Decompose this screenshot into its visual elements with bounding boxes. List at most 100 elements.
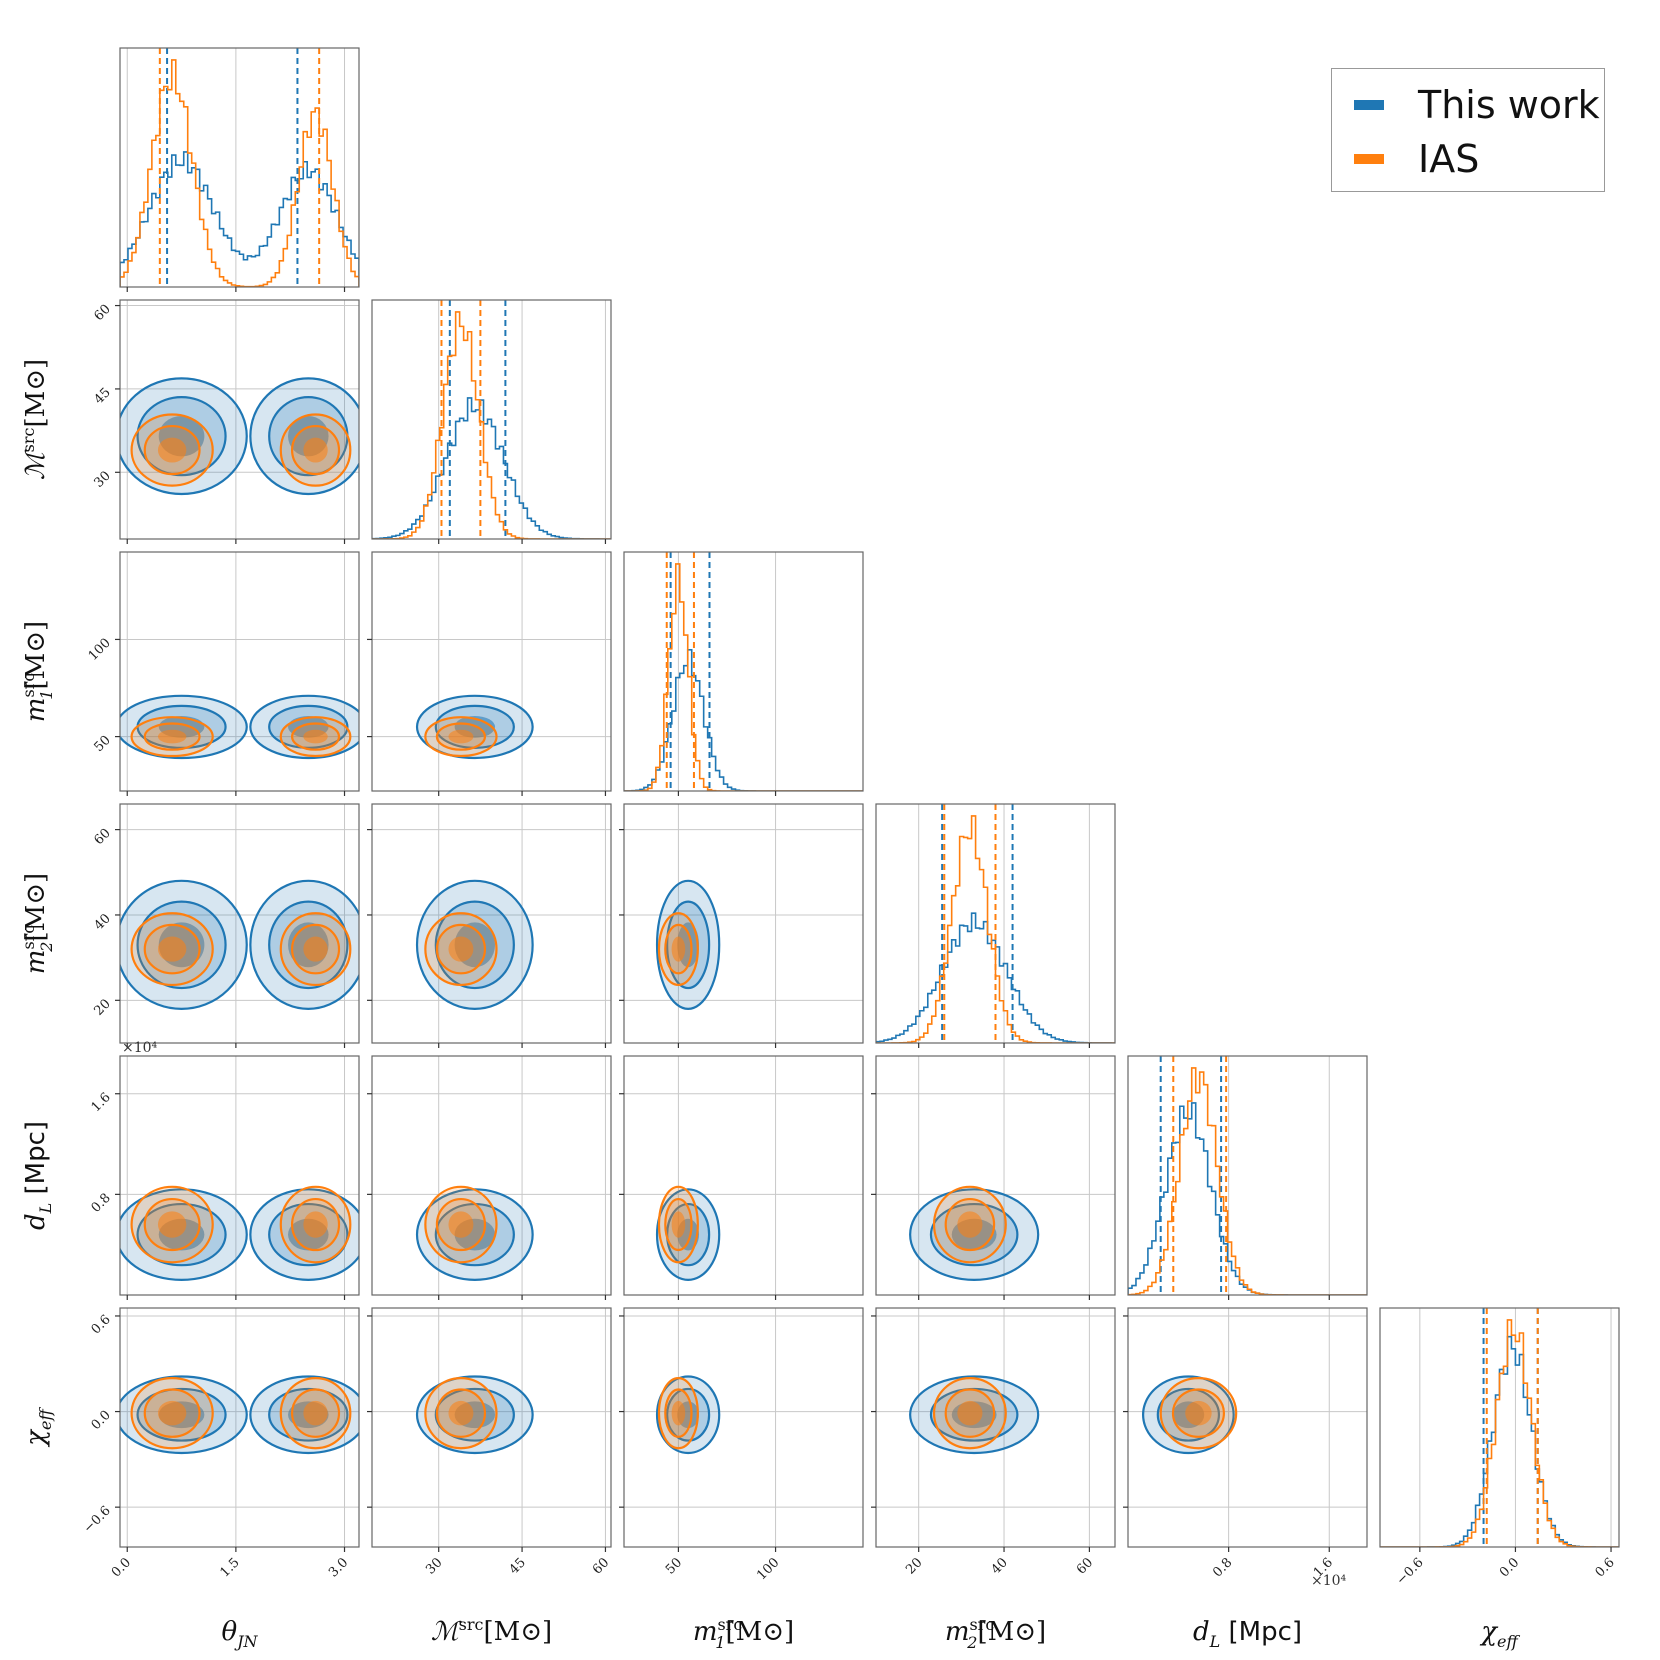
contour-ias — [157, 1211, 187, 1238]
panel-frame — [119, 803, 360, 1044]
y-tick-label: 60 — [92, 826, 114, 848]
panel-frame — [371, 1055, 612, 1296]
y-tick-label: 30 — [92, 469, 114, 491]
panel-chi-theta: 0.0 1.5 3.0 −0.6 0.0 0.6 — [81, 1307, 360, 1580]
legend-item-ias: IAS — [1354, 137, 1480, 181]
x-tick-label: 0.0 — [109, 1555, 134, 1580]
legend-label-this-work: This work — [1418, 83, 1600, 127]
contour-ias — [303, 729, 328, 744]
legend: This work IAS — [1331, 68, 1605, 192]
x-tick-label: −0.6 — [1394, 1555, 1427, 1588]
x-tick-label: 60 — [1074, 1555, 1096, 1577]
histogram-this-work — [1380, 1335, 1619, 1547]
histogram-ias — [1380, 1319, 1619, 1547]
panel-mchirp-mchirp — [371, 299, 612, 544]
y-tick-label: 20 — [92, 997, 114, 1019]
panel-m2-theta: 20 40 60 — [92, 803, 360, 1048]
y-tick-label: 40 — [92, 911, 114, 933]
panel-chi-m2: 20 40 60 — [871, 1307, 1116, 1578]
x-tick-label: 0.8 — [1210, 1555, 1235, 1580]
panel-frame — [371, 1307, 612, 1548]
contour-ias — [303, 1211, 328, 1238]
x-tick-label: 50 — [663, 1555, 685, 1577]
contour-ias — [448, 1400, 474, 1426]
x-tick-label: 60 — [590, 1555, 612, 1577]
panel-m2-mchirp — [367, 803, 612, 1048]
panel-dL-dL — [1127, 1055, 1368, 1300]
axis-label-m2: msrc2[M⊙] — [19, 873, 56, 974]
panel-frame — [1379, 1307, 1620, 1548]
panel-m2-m1 — [619, 803, 864, 1048]
panel-frame — [119, 551, 360, 792]
contour-ias — [303, 936, 328, 962]
legend-swatch-this-work — [1354, 100, 1384, 110]
panel-dL-m2 — [871, 1055, 1116, 1300]
contour-ias — [1185, 1400, 1212, 1426]
contour-ias — [303, 437, 328, 463]
histogram-this-work — [1128, 1102, 1367, 1295]
y-tick-label: 0.0 — [89, 1408, 114, 1433]
panel-frame — [371, 551, 612, 792]
y-tick-label: −0.6 — [81, 1503, 114, 1536]
panel-frame — [371, 803, 612, 1044]
histogram-this-work — [120, 151, 359, 287]
y-tick-label: 60 — [92, 302, 114, 324]
x-tick-label: 1.5 — [217, 1555, 242, 1580]
panel-m1-theta: 50 100 — [86, 551, 360, 796]
panel-theta-theta — [119, 47, 360, 292]
y-tick-label: 1.6 — [89, 1090, 114, 1115]
x-tick-label: 0.0 — [1497, 1555, 1522, 1580]
x-tick-label: 45 — [507, 1555, 529, 1577]
contour-ias — [671, 936, 686, 962]
x-tick-label: 3.0 — [326, 1555, 351, 1580]
histogram-this-work — [624, 649, 863, 791]
panel-chi-mchirp: 30 45 60 — [367, 1307, 612, 1578]
contour-ias — [448, 729, 474, 744]
panel-chi-m1: 50 100 — [619, 1307, 864, 1583]
panel-frame — [623, 803, 864, 1044]
contour-ias — [671, 1211, 686, 1238]
axis-label-dL: dL [Mpc] — [21, 1121, 55, 1230]
panel-dL-m1 — [619, 1055, 864, 1300]
contour-ias — [448, 1211, 474, 1238]
contour-ias — [157, 936, 187, 962]
x-tick-label: 100 — [754, 1555, 782, 1583]
axis-label-theta: θJN — [221, 1617, 258, 1651]
sci-multiplier-y: ×10⁴ — [122, 1040, 158, 1056]
panel-dL-mchirp — [367, 1055, 612, 1300]
y-tick-label: 0.8 — [89, 1191, 114, 1216]
histogram-ias — [1128, 1067, 1367, 1295]
legend-label-ias: IAS — [1418, 137, 1480, 181]
axis-label-m1: msrc1[M⊙] — [19, 621, 56, 722]
panel-frame — [623, 1307, 864, 1548]
axis-label-chi: χeff — [21, 1407, 55, 1448]
panel-mchirp-theta: 30 45 60 — [92, 299, 360, 544]
panel-frame — [1127, 1055, 1368, 1296]
contour-ias — [671, 1400, 686, 1426]
panel-dL-theta: 0.8 1.6 — [89, 1055, 360, 1300]
sci-multiplier-x: ×10⁴ — [1311, 1573, 1347, 1589]
contour-ias — [303, 1400, 328, 1426]
x-tick-label: 20 — [903, 1555, 925, 1577]
panel-frame — [623, 551, 864, 792]
legend-item-this-work: This work — [1354, 83, 1600, 127]
panel-frame — [119, 1307, 360, 1548]
panel-frame — [119, 299, 360, 540]
x-tick-label: 40 — [989, 1555, 1011, 1577]
panel-frame — [119, 47, 360, 288]
panel-chi-dL: 0.8 1.6 — [1123, 1307, 1368, 1580]
y-tick-label: 100 — [86, 636, 114, 664]
y-tick-label: 45 — [92, 385, 114, 407]
panel-frame — [371, 299, 612, 540]
contour-ias — [448, 936, 474, 962]
panel-m1-m1 — [623, 551, 864, 796]
panel-frame — [875, 803, 1116, 1044]
legend-swatch-ias — [1354, 154, 1384, 164]
y-tick-label: 0.6 — [89, 1312, 114, 1337]
panel-frame — [875, 1307, 1116, 1548]
histogram-ias — [624, 563, 863, 791]
axis-label-chi: χeff — [1479, 1617, 1520, 1651]
panel-chi-chi: −0.6 0.0 0.6 — [1379, 1307, 1620, 1588]
y-tick-label: 50 — [92, 733, 114, 755]
